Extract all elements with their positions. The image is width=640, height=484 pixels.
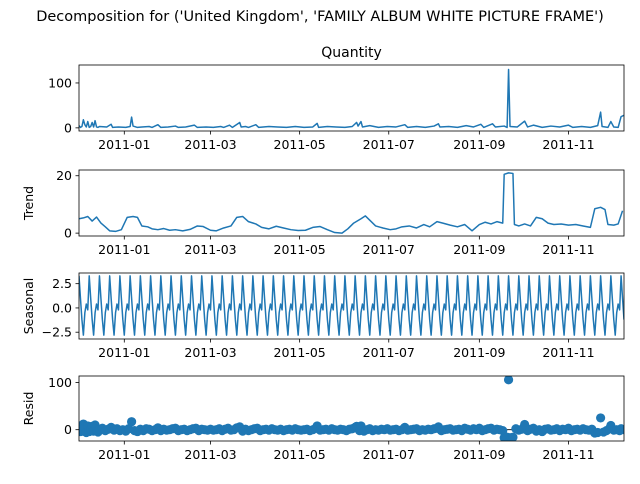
resid-point [596, 413, 606, 423]
observed-xtick-label: 2011-11 [542, 137, 594, 152]
observed-frame [78, 64, 625, 132]
resid-xtick-label: 2011-09 [453, 447, 505, 462]
seasonal-xtick-label: 2011-03 [184, 345, 236, 360]
observed-xtick-label: 2011-05 [274, 137, 326, 152]
resid-xtick-label: 2011-11 [542, 447, 594, 462]
trend-data [79, 172, 624, 234]
resid-data [79, 376, 624, 441]
resid-xtick-label: 2011-07 [363, 447, 415, 462]
resid-point [503, 376, 514, 385]
observed-panel-title: Quantity [321, 45, 382, 61]
trend-frame [78, 169, 625, 237]
observed-xtick-label: 2011-01 [98, 137, 150, 152]
resid-ytick-label: 0 [64, 422, 72, 437]
observed-xtick-label: 2011-09 [453, 137, 505, 152]
resid-point [498, 426, 508, 436]
seasonal-ylabel: Seasonal [21, 278, 36, 335]
resid-xtick-label: 2011-05 [274, 447, 326, 462]
seasonal-frame [78, 272, 625, 340]
resid-ytick-label: 100 [48, 375, 72, 390]
trend-ylabel: Trend [21, 186, 36, 221]
trend-xtick-label: 2011-01 [98, 242, 150, 257]
observed-xtick-label: 2011-03 [184, 137, 236, 152]
observed-ytick-label: 0 [64, 120, 72, 135]
figure-suptitle: Decomposition for ('United Kingdom', 'FA… [36, 9, 604, 25]
seasonal-xtick-label: 2011-11 [542, 345, 594, 360]
resid-xtick-label: 2011-03 [184, 447, 236, 462]
observed-series-line [79, 68, 624, 129]
trend-xtick-label: 2011-11 [542, 242, 594, 257]
seasonal-series-line [79, 275, 624, 336]
trend-ytick-label: 0 [64, 226, 72, 241]
seasonal-data [79, 275, 624, 336]
trend-xtick-label: 2011-05 [274, 242, 326, 257]
resid-frame [78, 375, 625, 442]
trend-series-line [79, 172, 624, 234]
seasonal-xtick-label: 2011-09 [453, 345, 505, 360]
seasonal-ytick-label: −2.5 [42, 325, 72, 340]
trend-panel: 0 20 2011-01 2011-03 2011-05 2011-07 2011-09 20… [21, 168, 625, 257]
resid-point [127, 417, 137, 427]
trend-ytick-label: 20 [56, 168, 72, 183]
resid-point [508, 432, 518, 441]
observed-data [79, 68, 624, 129]
resid-point [619, 425, 624, 435]
observed-ytick-label: 100 [48, 75, 72, 90]
resid-xtick-label: 2011-01 [98, 447, 150, 462]
resid-panel: 0 100 2011-01 2011-03 2011-05 2011-07 2011-09 2… [21, 375, 625, 462]
observed-xtick-label: 2011-07 [363, 137, 415, 152]
panels-group: 0 100 2011-01 2011-03 2011-05 2011-07 2011-09 2… [21, 64, 625, 462]
seasonal-ytick-label: 0.0 [52, 300, 72, 315]
observed-panel: 0 100 2011-01 2011-03 2011-05 2011-07 2011-09 2… [48, 64, 625, 152]
seasonal-xtick-label: 2011-01 [98, 345, 150, 360]
seasonal-ytick-label: 2.5 [52, 276, 72, 291]
trend-xtick-label: 2011-09 [453, 242, 505, 257]
seasonal-xtick-label: 2011-05 [274, 345, 326, 360]
seasonal-panel: −2.5 0.0 2.5 2011-01 2011-03 2011-05 2011-07 20… [21, 272, 625, 360]
resid-ylabel: Resid [21, 392, 36, 426]
trend-xtick-label: 2011-03 [184, 242, 236, 257]
trend-xtick-label: 2011-07 [363, 242, 415, 257]
seasonal-xtick-label: 2011-07 [363, 345, 415, 360]
